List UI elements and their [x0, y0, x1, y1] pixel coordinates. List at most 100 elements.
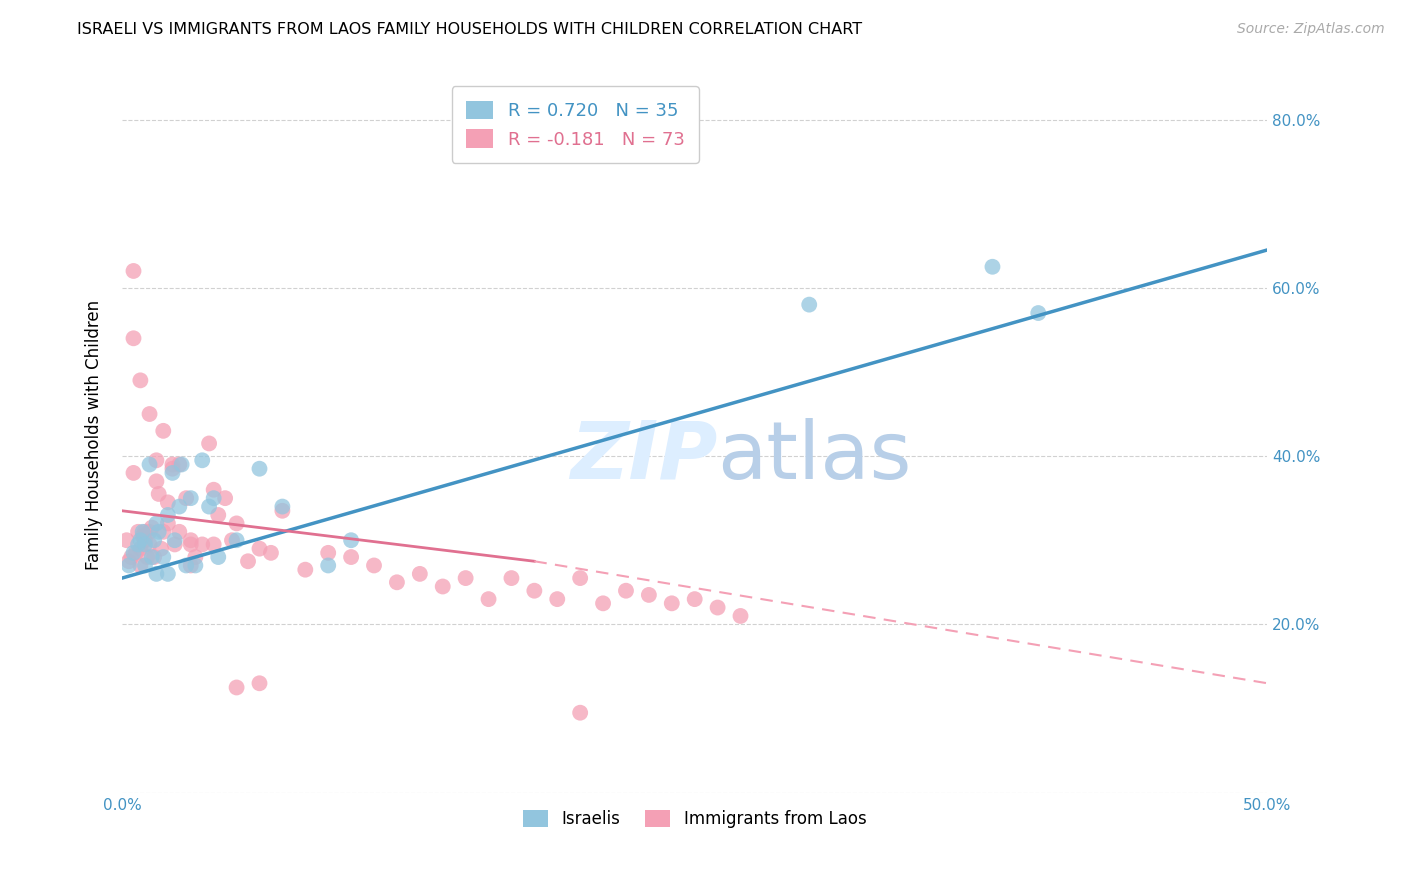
- Point: [249, 461, 271, 475]
- Point: [316, 546, 339, 560]
- Point: [207, 550, 229, 565]
- Point: [198, 500, 221, 514]
- Point: [661, 596, 683, 610]
- Point: [294, 563, 316, 577]
- Point: [501, 571, 523, 585]
- Point: [127, 524, 149, 539]
- Point: [981, 260, 1004, 274]
- Point: [198, 436, 221, 450]
- Point: [162, 461, 184, 475]
- Text: atlas: atlas: [717, 417, 912, 495]
- Point: [118, 558, 141, 573]
- Point: [249, 541, 271, 556]
- Text: Source: ZipAtlas.com: Source: ZipAtlas.com: [1237, 22, 1385, 37]
- Point: [136, 550, 159, 565]
- Point: [122, 264, 145, 278]
- Point: [131, 529, 153, 543]
- Point: [214, 491, 236, 505]
- Point: [249, 676, 271, 690]
- Point: [169, 458, 191, 472]
- Point: [340, 533, 363, 548]
- Point: [138, 537, 160, 551]
- Point: [138, 458, 160, 472]
- Point: [523, 583, 546, 598]
- Point: [271, 500, 294, 514]
- Point: [156, 508, 179, 522]
- Point: [184, 550, 207, 565]
- Point: [143, 533, 166, 548]
- Point: [134, 537, 156, 551]
- Point: [363, 558, 385, 573]
- Point: [169, 500, 191, 514]
- Point: [174, 558, 197, 573]
- Point: [340, 550, 363, 565]
- Point: [118, 554, 141, 568]
- Point: [148, 524, 170, 539]
- Point: [180, 533, 202, 548]
- Point: [477, 592, 499, 607]
- Point: [129, 533, 152, 548]
- Point: [129, 541, 152, 556]
- Point: [143, 550, 166, 565]
- Point: [145, 566, 167, 581]
- Point: [221, 533, 243, 548]
- Point: [115, 533, 138, 548]
- Point: [156, 495, 179, 509]
- Point: [122, 331, 145, 345]
- Point: [454, 571, 477, 585]
- Point: [191, 537, 214, 551]
- Point: [122, 546, 145, 560]
- Point: [592, 596, 614, 610]
- Point: [156, 566, 179, 581]
- Point: [202, 537, 225, 551]
- Text: ZIP: ZIP: [571, 417, 717, 495]
- Point: [706, 600, 728, 615]
- Point: [180, 537, 202, 551]
- Point: [162, 466, 184, 480]
- Point: [546, 592, 568, 607]
- Point: [638, 588, 661, 602]
- Point: [799, 298, 821, 312]
- Point: [145, 516, 167, 531]
- Point: [129, 373, 152, 387]
- Point: [202, 491, 225, 505]
- Point: [180, 558, 202, 573]
- Legend: Israelis, Immigrants from Laos: Israelis, Immigrants from Laos: [516, 803, 873, 834]
- Point: [162, 458, 184, 472]
- Text: ISRAELI VS IMMIGRANTS FROM LAOS FAMILY HOUSEHOLDS WITH CHILDREN CORRELATION CHAR: ISRAELI VS IMMIGRANTS FROM LAOS FAMILY H…: [77, 22, 862, 37]
- Point: [152, 424, 174, 438]
- Point: [138, 524, 160, 539]
- Point: [191, 453, 214, 467]
- Point: [180, 491, 202, 505]
- Point: [683, 592, 706, 607]
- Y-axis label: Family Households with Children: Family Households with Children: [86, 300, 103, 570]
- Point: [225, 516, 247, 531]
- Point: [127, 537, 149, 551]
- Point: [131, 524, 153, 539]
- Point: [316, 558, 339, 573]
- Point: [120, 550, 142, 565]
- Point: [614, 583, 637, 598]
- Point: [169, 524, 191, 539]
- Point: [170, 458, 193, 472]
- Point: [1026, 306, 1049, 320]
- Point: [569, 571, 592, 585]
- Point: [202, 483, 225, 497]
- Point: [134, 533, 156, 548]
- Point: [141, 550, 163, 565]
- Point: [145, 453, 167, 467]
- Point: [125, 546, 148, 560]
- Point: [569, 706, 592, 720]
- Point: [134, 524, 156, 539]
- Point: [184, 558, 207, 573]
- Point: [150, 541, 173, 556]
- Point: [134, 558, 156, 573]
- Point: [260, 546, 283, 560]
- Point: [152, 524, 174, 539]
- Point: [138, 407, 160, 421]
- Point: [152, 550, 174, 565]
- Point: [225, 533, 247, 548]
- Point: [163, 537, 186, 551]
- Point: [409, 566, 432, 581]
- Point: [730, 609, 752, 624]
